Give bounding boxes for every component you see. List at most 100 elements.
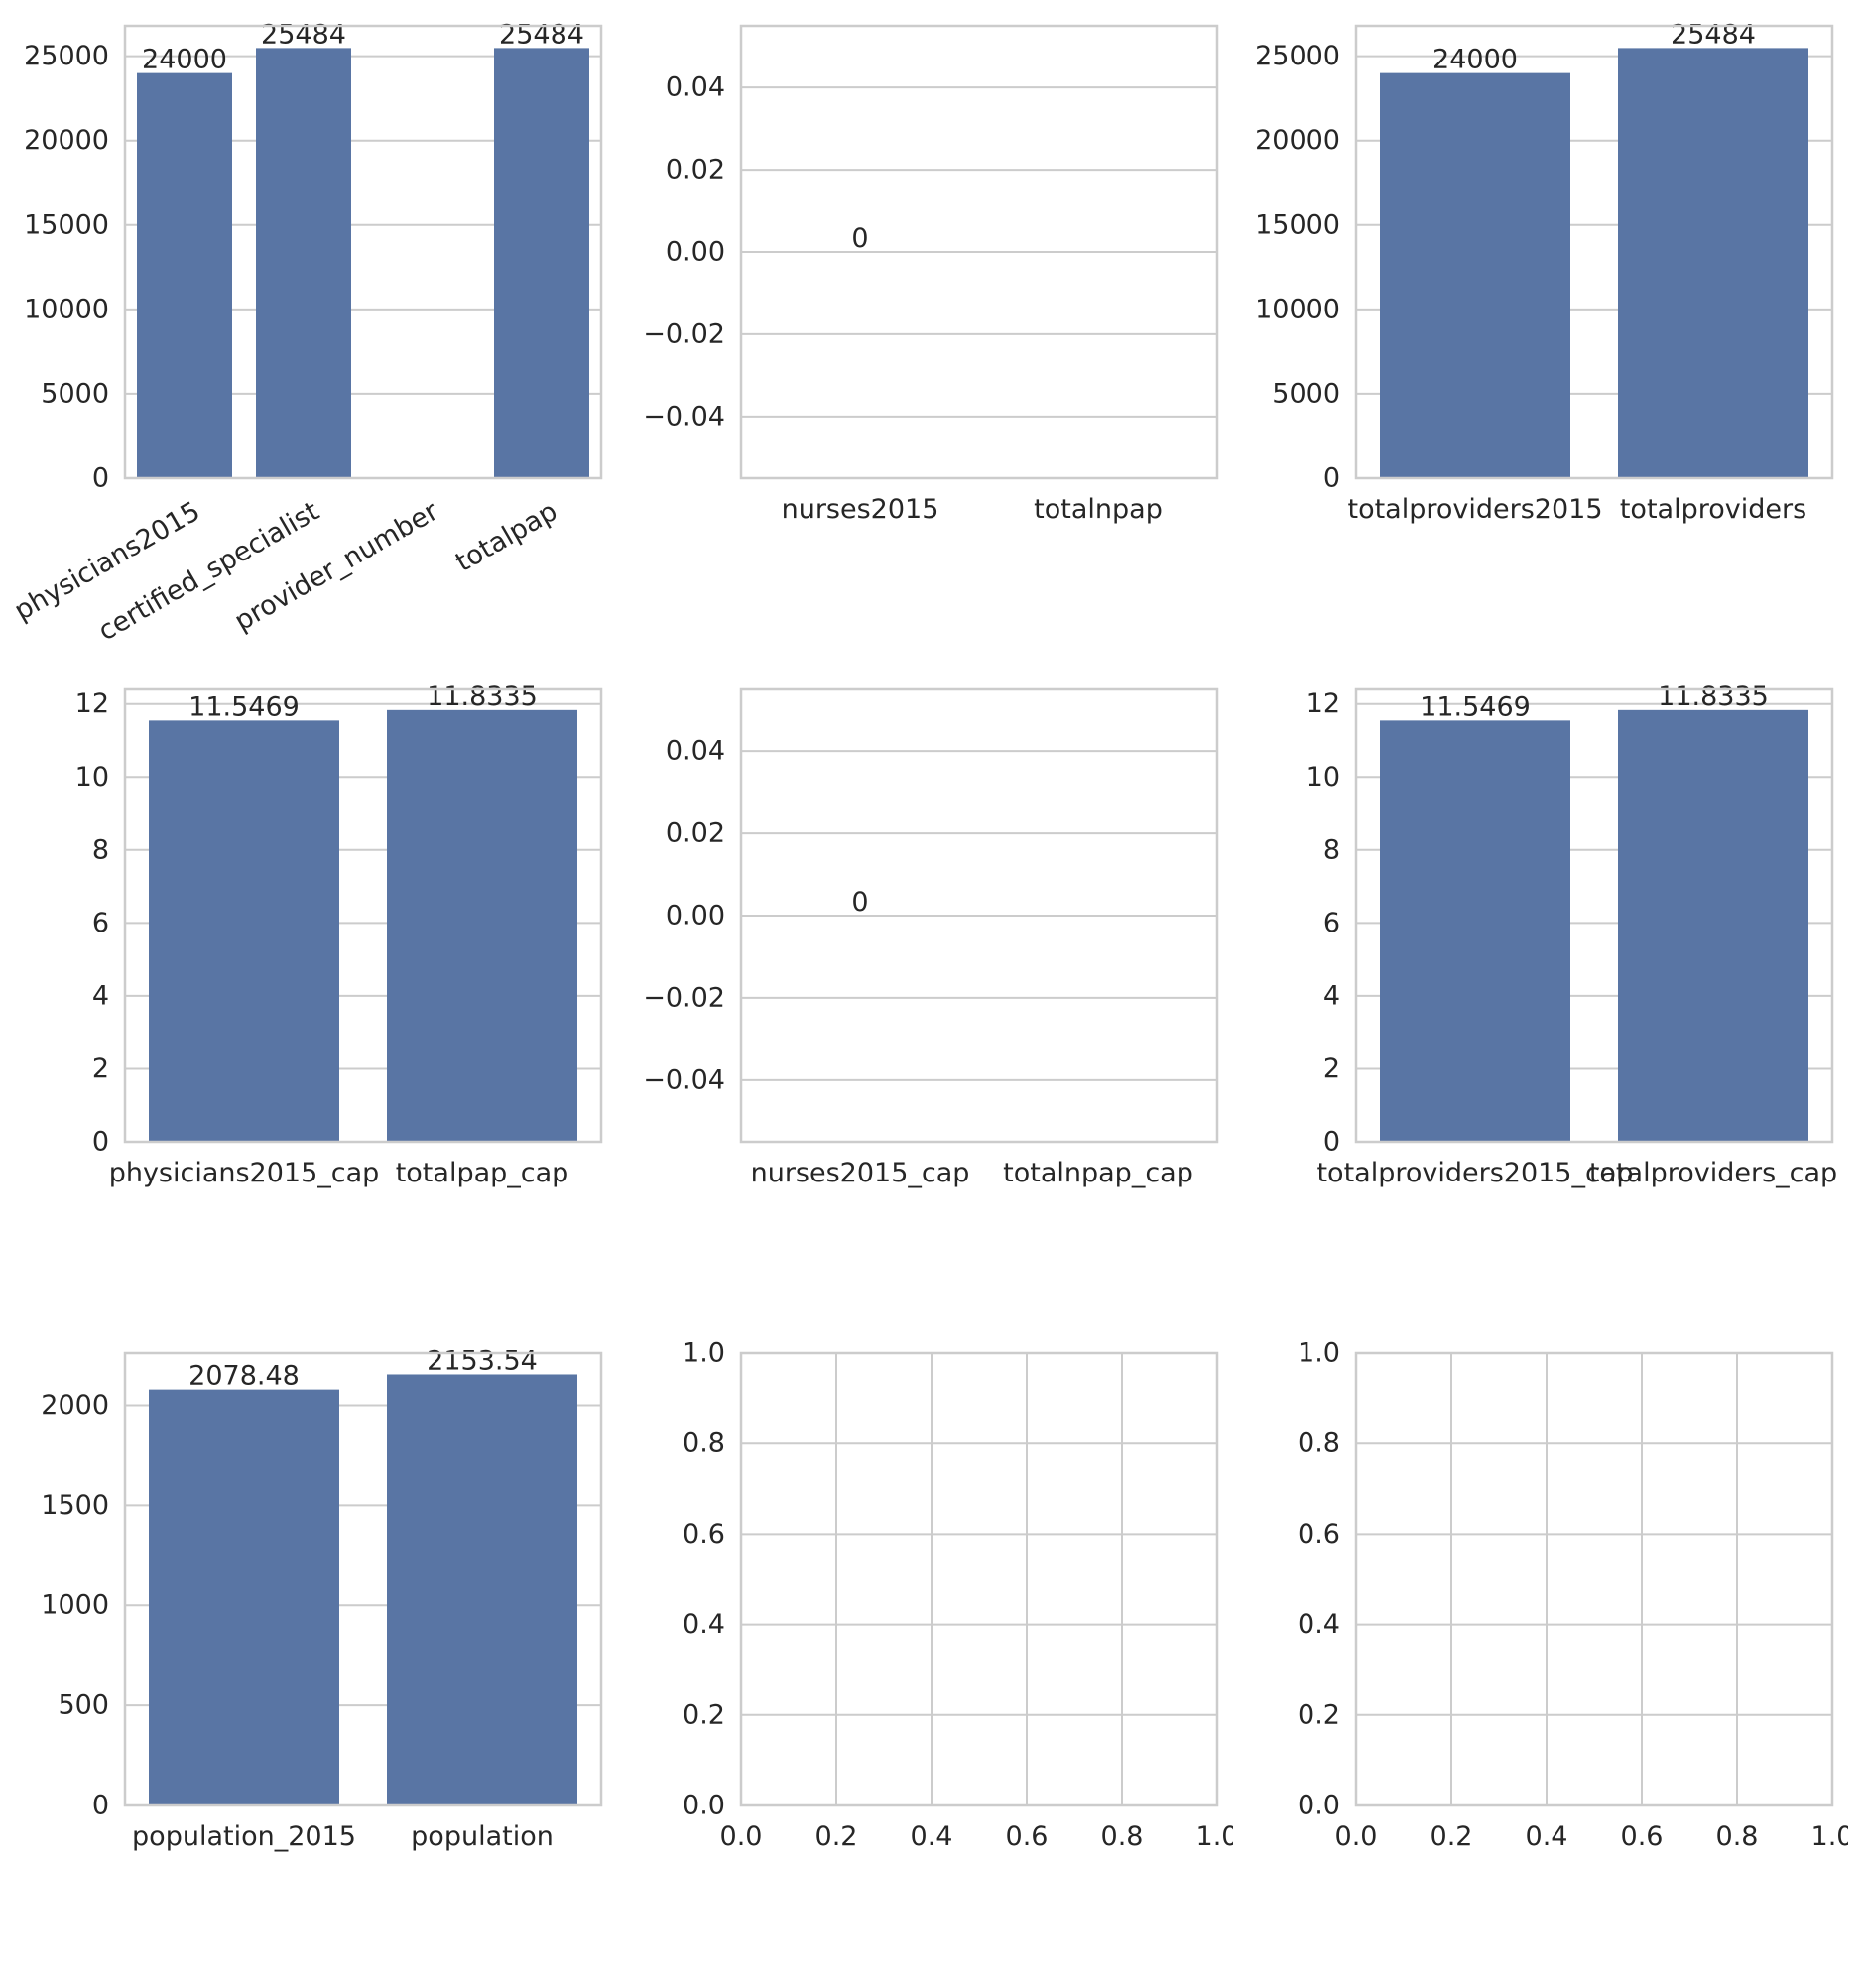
y-tick-label: 2 — [1323, 1054, 1340, 1084]
y-tick-label: 0.0 — [683, 1791, 725, 1821]
bar — [256, 48, 351, 479]
bar-value-label: 25484 — [261, 19, 346, 50]
bar-value-label: 11.8335 — [427, 682, 538, 712]
bar — [1380, 72, 1570, 479]
y-tick-label: 0.6 — [683, 1519, 725, 1550]
bar — [1618, 709, 1808, 1142]
figure: 0 5000 10000 15000 20000 25000 24000 physicians… — [0, 0, 1853, 1852]
subplot-5: −0.04 −0.02 0.00 0.02 0.04 0 nurses2015_cap tot… — [616, 664, 1233, 1320]
y-tick-label: 0.8 — [683, 1429, 725, 1459]
x-tick-label: totalpap_cap — [396, 1158, 569, 1188]
y-tick-label: 500 — [58, 1690, 109, 1721]
x-tick-label: physicians2015_cap — [109, 1158, 380, 1188]
subplot-7-svg: 0 500 1000 1500 2000 2078.48 population_2015 21… — [41, 1345, 603, 1852]
y-tick-label: 0 — [1323, 463, 1340, 494]
x-tick-label: nurses2015_cap — [751, 1158, 970, 1188]
y-tick-label: 12 — [75, 688, 109, 719]
bar-value-label: 11.8335 — [1658, 682, 1769, 712]
y-tick-label: 0.02 — [666, 818, 725, 849]
y-tick-label: 1.0 — [683, 1338, 725, 1369]
axes-frame — [123, 1351, 603, 1807]
axes-frame — [739, 687, 1219, 1144]
y-tick-label: 0.2 — [1298, 1699, 1340, 1730]
y-tick-label: 5000 — [1272, 378, 1340, 409]
x-tick-label: 0.8 — [1101, 1821, 1144, 1852]
y-tick-label: 0.2 — [683, 1699, 725, 1730]
x-tick-label: totalproviders2015 — [1347, 494, 1602, 525]
y-tick-label: 10 — [1306, 762, 1340, 793]
subplot-8: 0.0 0.2 0.4 0.6 0.8 1.0 0.0 0.2 0.4 0.6 0.8 1.0 — [616, 1327, 1238, 1984]
y-tick-label: 5000 — [41, 378, 109, 409]
subplot-2-svg: −0.04 −0.02 0.00 0.02 0.04 0 nurses2015 totalnp… — [643, 24, 1219, 525]
bar-value-label: 2078.48 — [188, 1361, 300, 1392]
bar-value-label: 24000 — [1432, 45, 1518, 75]
axes-frame — [123, 24, 603, 480]
axes-frame — [739, 1351, 1219, 1807]
bar — [1380, 720, 1570, 1142]
y-tick-label: 0 — [92, 1791, 109, 1821]
y-tick-label: 8 — [92, 834, 109, 865]
y-tick-label: 20000 — [1255, 125, 1340, 156]
y-tick-label: 10000 — [24, 294, 109, 324]
bar — [387, 1374, 577, 1805]
y-tick-label: −0.02 — [643, 318, 725, 349]
subplot-2: −0.04 −0.02 0.00 0.02 0.04 0 nurses2015 totalnp… — [616, 0, 1233, 657]
y-tick-label: 0.00 — [666, 237, 725, 268]
y-tick-label: 20000 — [24, 125, 109, 156]
x-tick-label: certified_specialist — [93, 496, 324, 647]
x-tick-label: totalpap — [450, 496, 562, 578]
y-tick-label: 0.4 — [1298, 1609, 1340, 1640]
bar-value-label: 2153.54 — [427, 1345, 538, 1376]
y-tick-label: 0.02 — [666, 155, 725, 186]
bar — [387, 709, 577, 1142]
y-tick-label: 25000 — [24, 41, 109, 71]
x-tick-label: 0.0 — [1335, 1821, 1378, 1852]
axes-frame — [123, 687, 603, 1144]
y-tick-label: 4 — [1323, 980, 1340, 1011]
subplot-5-svg: −0.04 −0.02 0.00 0.02 0.04 0 nurses2015_cap tot… — [643, 687, 1219, 1188]
bar-value-label: 25484 — [499, 19, 584, 50]
subplot-9: 0.0 0.2 0.4 0.6 0.8 1.0 0.0 0.2 0.4 0.6 0.8 1.0 — [1231, 1327, 1853, 1984]
y-tick-label: 10000 — [1255, 294, 1340, 324]
axes-frame — [739, 24, 1219, 480]
y-tick-label: 8 — [1323, 834, 1340, 865]
y-tick-label: 15000 — [24, 209, 109, 240]
y-tick-label: 0.0 — [1298, 1791, 1340, 1821]
bar-value-label: 0 — [851, 887, 868, 918]
y-tick-label: 0.04 — [666, 736, 725, 767]
x-tick-label: 0.6 — [1006, 1821, 1049, 1852]
y-tick-label: 0.8 — [1298, 1429, 1340, 1459]
x-tick-label: totalproviders — [1620, 494, 1806, 525]
bar-value-label: 25484 — [1671, 19, 1756, 50]
y-tick-label: 6 — [92, 908, 109, 938]
y-tick-label: 12 — [1306, 688, 1340, 719]
y-tick-label: 6 — [1323, 908, 1340, 938]
y-tick-label: 1.0 — [1298, 1338, 1340, 1369]
x-tick-label: totalnpap — [1034, 494, 1163, 525]
subplot-3: 0 5000 10000 15000 20000 25000 24000 totalprovi… — [1231, 0, 1848, 657]
x-tick-label: population — [411, 1821, 554, 1852]
subplot-1: 0 5000 10000 15000 20000 25000 24000 physicians… — [0, 0, 617, 657]
x-tick-label: 0.2 — [1431, 1821, 1473, 1852]
y-tick-label: 2000 — [41, 1390, 109, 1421]
bar — [149, 1389, 339, 1805]
x-tick-label: totalproviders_cap — [1589, 1158, 1837, 1188]
y-tick-label: 4 — [92, 980, 109, 1011]
axes-frame — [1354, 1351, 1834, 1807]
x-tick-label: 0.0 — [720, 1821, 763, 1852]
bar — [1618, 48, 1808, 479]
y-tick-label: 0 — [92, 1127, 109, 1158]
x-tick-label: totalproviders2015_cap — [1316, 1158, 1633, 1188]
subplot-6-svg: 0 2 4 6 8 10 12 11.5469 totalproviders2015_cap 11… — [1306, 682, 1838, 1188]
subplot-4: 0 2 4 6 8 10 12 11.5469 physicians2015_cap 11.833… — [0, 664, 617, 1320]
bar — [149, 720, 339, 1142]
x-tick-label: 0.6 — [1621, 1821, 1664, 1852]
y-tick-label: 1500 — [41, 1490, 109, 1521]
axes-frame — [1354, 24, 1834, 480]
y-tick-label: 0.4 — [683, 1609, 725, 1640]
y-tick-label: 25000 — [1255, 41, 1340, 71]
y-tick-label: 15000 — [1255, 209, 1340, 240]
x-tick-label: totalnpap_cap — [1003, 1158, 1193, 1188]
y-tick-label: 2 — [92, 1054, 109, 1084]
